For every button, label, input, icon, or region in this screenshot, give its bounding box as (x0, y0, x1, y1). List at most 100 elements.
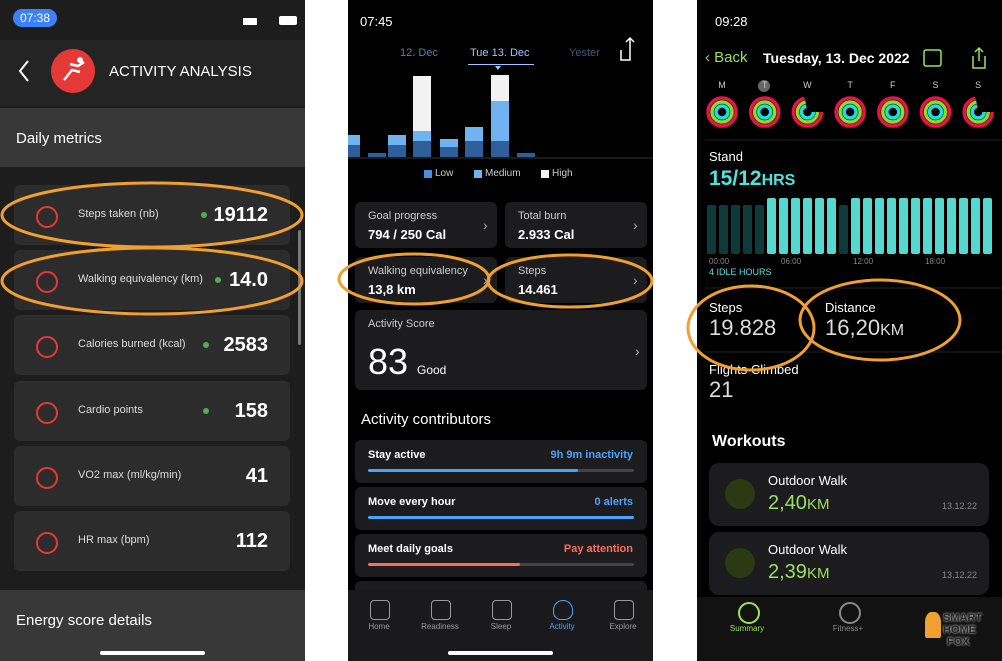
stand-hour-bar (839, 205, 848, 254)
contributor-card[interactable] (355, 534, 647, 577)
nav-label[interactable]: Explore (609, 622, 637, 631)
nav-label[interactable]: Home (368, 622, 390, 631)
stand-hour-bar (887, 198, 896, 254)
stand-hour-bar (791, 198, 800, 254)
stand-hour-bar (719, 205, 728, 254)
axis-label: 18:00 (925, 257, 946, 266)
stand-hour-bar (971, 198, 980, 254)
nav-icon[interactable] (614, 600, 634, 620)
idle-hours: 4 IDLE HOURS (709, 267, 772, 277)
flights-label: Flights Climbed (709, 362, 799, 377)
day-letter[interactable]: F (890, 80, 896, 90)
workout-card[interactable] (709, 463, 989, 526)
nav-label[interactable]: Readiness (421, 622, 459, 631)
day-letter[interactable]: T (761, 80, 768, 90)
workout-date: 13.12.22 (941, 570, 977, 580)
legend-label: Low (435, 168, 454, 179)
calendar-icon[interactable] (923, 49, 942, 67)
nav-icon[interactable] (431, 600, 451, 620)
tab-active[interactable]: Tue 13. Dec (470, 47, 530, 59)
legend-label: Medium (485, 168, 521, 179)
contributor-card[interactable] (355, 440, 647, 483)
contributor-status: 9h 9m inactivity (550, 449, 633, 461)
activity-bar-low (440, 147, 458, 157)
battery-icon (279, 16, 297, 25)
workout-number: 2,39 (768, 561, 807, 583)
nav-icon[interactable] (553, 600, 573, 620)
distance-unit: KM (880, 322, 905, 339)
footer-title[interactable]: Energy score details (16, 612, 152, 629)
day-letter[interactable]: T (847, 80, 853, 90)
stand-hour-bar (707, 205, 716, 254)
workout-unit: KM (806, 565, 830, 582)
contributors-title: Activity contributors (361, 411, 492, 428)
stand-hour-bar (947, 198, 956, 254)
chevron: › (635, 343, 640, 359)
chevron: › (483, 272, 488, 288)
middle-screen: 07:45 12. Dec Tue 13. Dec Yester Low Medi… (348, 0, 653, 661)
activity-bar-medium (413, 131, 431, 141)
activity-ring (923, 100, 948, 124)
stand-hour-bar (959, 198, 968, 254)
stand-hour-bar (899, 198, 908, 254)
metric-label: Cardio points (78, 403, 143, 416)
metric-card[interactable] (14, 511, 290, 571)
activity-bar-low (348, 145, 360, 157)
back-label[interactable]: Back (714, 49, 748, 66)
share-icon[interactable] (972, 46, 986, 69)
day-letter[interactable]: S (975, 80, 982, 90)
card-label: Walking equivalency (368, 265, 468, 277)
metric-icon (36, 206, 58, 228)
activity-ring (966, 100, 990, 124)
legend-swatch (474, 170, 482, 178)
status-dot (203, 407, 209, 414)
activity-bar-medium (440, 139, 458, 147)
nav-icon[interactable] (839, 602, 861, 624)
tab[interactable]: Yester (569, 47, 600, 59)
activity-ring (962, 96, 994, 128)
metric-card[interactable] (14, 380, 290, 441)
activity-bar-medium (348, 135, 360, 145)
nav-label[interactable]: Summary (729, 624, 765, 633)
section-title: Daily metrics (16, 130, 102, 147)
tab-pointer (495, 66, 501, 70)
score-card[interactable] (355, 310, 647, 390)
nav-label[interactable]: Sleep (490, 622, 512, 631)
stand-hour-bar (983, 198, 992, 254)
metric-card[interactable] (14, 315, 290, 376)
screen-title: ACTIVITY ANALYSIS (109, 63, 252, 80)
day-letter[interactable]: W (803, 80, 812, 90)
back-button[interactable]: ‹ Back (705, 49, 748, 66)
legend-label: High (552, 168, 573, 179)
back-arrow[interactable] (18, 60, 29, 82)
axis-label: 06:00 (781, 257, 802, 266)
watermark-text: SMART (943, 612, 983, 624)
middle-graphics (348, 36, 653, 159)
score-label: Activity Score (368, 318, 435, 330)
nav-icon[interactable] (738, 602, 760, 624)
tab[interactable]: 12. Dec (400, 47, 438, 59)
card-label: Steps (518, 265, 547, 277)
share-icon[interactable] (620, 36, 635, 61)
metric-card[interactable] (505, 202, 647, 248)
metric-value: 158 (234, 399, 268, 422)
nav-label[interactable]: Fitness+ (832, 624, 864, 633)
contributor-card[interactable] (355, 487, 647, 530)
nav-icon[interactable] (370, 600, 390, 620)
metric-label: Steps taken (nb) (78, 208, 159, 220)
day-letter[interactable]: M (718, 80, 726, 90)
day-letter[interactable]: S (932, 80, 939, 90)
nav-icon[interactable] (492, 600, 512, 620)
card-label: Total burn (518, 210, 567, 222)
today-marker (758, 80, 770, 92)
metric-card[interactable] (14, 445, 290, 506)
activity-bar-low (388, 145, 406, 157)
metric-card[interactable] (355, 202, 497, 248)
stand-hour-bar (731, 205, 740, 254)
workout-card[interactable] (709, 532, 989, 595)
nav-label[interactable]: Activity (549, 622, 575, 631)
signal-icon (243, 18, 257, 25)
status-dot (203, 342, 209, 349)
activity-ring (799, 104, 816, 120)
